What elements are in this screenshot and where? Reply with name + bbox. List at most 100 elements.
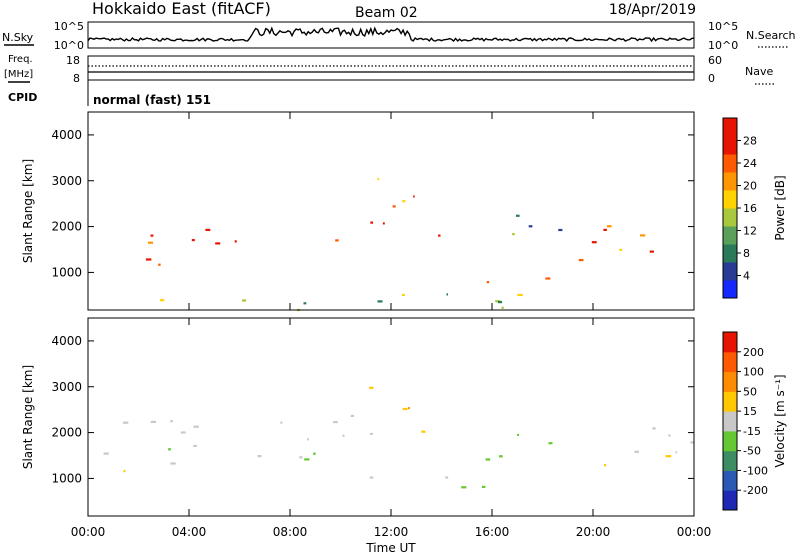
nave-right-tick-bottom: 0 [708, 72, 715, 85]
time-tick-label: 08:00 [273, 525, 308, 539]
date-label: 18/Apr/2019 [609, 2, 696, 18]
power-colorbar: 4 8 12 16 20 24 28 Power [dB] [722, 117, 787, 299]
power-cell [606, 225, 612, 228]
velocity-cell [170, 462, 176, 465]
power-cell [303, 302, 307, 305]
velocity-cell [350, 414, 355, 417]
velocity-cell [421, 430, 426, 433]
cpid-label: CPID [8, 91, 37, 104]
nave-right-label: Nave [745, 65, 773, 78]
colorbar-tick-label: 50 [743, 385, 757, 398]
colorbar-tick-label: 16 [743, 202, 757, 215]
colorbar-swatch [723, 190, 737, 209]
velocity-cell [369, 432, 373, 435]
velocity-cell [499, 455, 503, 458]
power-cell [392, 205, 396, 208]
freq-left-tick-top: 18 [66, 54, 80, 67]
colorbar-tick-label: 100 [743, 366, 764, 379]
colorbar-swatch [723, 172, 737, 191]
noise-right-tick-bottom: 10^0 [708, 39, 738, 52]
velocity-cell [652, 427, 656, 430]
power-cell [446, 293, 448, 296]
velocity-cell [150, 420, 157, 423]
time-tick-label: 00:00 [71, 525, 106, 539]
velocity-colorbar-cells [723, 332, 737, 511]
noise-right-label: N.Search [746, 29, 796, 42]
velocity-cell [548, 442, 553, 445]
velocity-cell [369, 476, 374, 479]
power-colorbar-cells [723, 118, 737, 299]
range-tick-label: 2000 [51, 426, 82, 440]
noise-panel-frame [87, 21, 695, 49]
noise-panel: N.Sky 10^5 10^0 10^5 10^0 N.Search [2, 20, 796, 52]
velocity-cell [333, 421, 338, 424]
colorbar-swatch [723, 450, 737, 471]
colorbar-swatch [723, 490, 737, 511]
power-cell [603, 228, 607, 231]
power-cell [402, 200, 406, 203]
velocity-cell [193, 444, 197, 447]
velocity-range-ticks: 1000 2000 3000 4000 [51, 334, 694, 485]
velocity-cell [481, 485, 486, 488]
power-cell [486, 281, 490, 284]
velocity-cell [168, 448, 171, 451]
power-cell [242, 299, 247, 302]
power-cell [145, 258, 152, 261]
velocity-cell [690, 441, 695, 444]
power-colorbar-label: Power [dB] [773, 175, 787, 240]
colorbar-tick-label: 4 [743, 270, 750, 283]
power-yaxis-label: Slant Range [km] [21, 159, 35, 263]
station-title: Hokkaido East (fitACF) [92, 0, 271, 18]
colorbar-tick-label: -200 [743, 484, 768, 497]
power-cell [205, 228, 211, 231]
colorbar-tick-label: -15 [743, 425, 761, 438]
power-cell [402, 293, 405, 297]
colorbar-swatch [723, 226, 737, 245]
colorbar-tick-label: 200 [743, 346, 764, 359]
power-cell [377, 178, 380, 181]
velocity-cell [122, 421, 129, 424]
velocity-heatmap [103, 386, 695, 489]
freq-left-label: Freq. [8, 54, 33, 65]
range-tick-label: 1000 [51, 471, 82, 485]
power-cell [215, 242, 221, 245]
colorbar-swatch [723, 280, 737, 299]
velocity-cell [461, 486, 467, 489]
velocity-cell [604, 464, 607, 467]
velocity-cell [193, 425, 199, 428]
power-cell [512, 233, 515, 236]
velocity-cell [180, 431, 186, 434]
range-tick-label: 2000 [51, 220, 82, 234]
noise-left-label: N.Sky [2, 31, 34, 44]
power-cell [438, 234, 441, 237]
colorbar-tick-label: 28 [743, 135, 757, 148]
velocity-colorbar-frame [722, 331, 738, 511]
power-cell [649, 250, 654, 253]
power-cell [377, 300, 383, 303]
colorbar-swatch [723, 430, 737, 452]
noise-trace [87, 26, 694, 43]
noise-left-tick-top: 10^5 [54, 20, 84, 33]
noise-left-tick-bottom: 10^0 [54, 39, 84, 52]
velocity-cell [485, 458, 491, 461]
colorbar-swatch [723, 391, 737, 412]
velocity-cell [634, 450, 639, 453]
velocity-panel: 1000 2000 3000 4000 Slant Range [km] [21, 317, 695, 517]
velocity-cell [299, 456, 303, 459]
freq-panel-frame [87, 55, 695, 81]
power-cell [370, 221, 373, 224]
velocity-cell [445, 476, 449, 479]
time-tick-label: 00:00 [677, 525, 712, 539]
velocity-cell [369, 386, 374, 389]
cpid-value: normal (fast) 151 [93, 93, 211, 107]
colorbar-tick-label: 20 [743, 180, 757, 193]
power-cell [516, 214, 520, 217]
freq-panel: Freq. [MHz] 18 8 60 0 Nave [4, 54, 776, 85]
velocity-colorbar-label: Velocity [m s⁻¹] [773, 374, 787, 467]
velocity-cell [103, 452, 109, 455]
power-cell [495, 300, 501, 303]
velocity-cell [665, 455, 672, 458]
power-cell [150, 234, 154, 237]
range-tick-label: 3000 [51, 174, 82, 188]
power-cell [148, 241, 153, 244]
